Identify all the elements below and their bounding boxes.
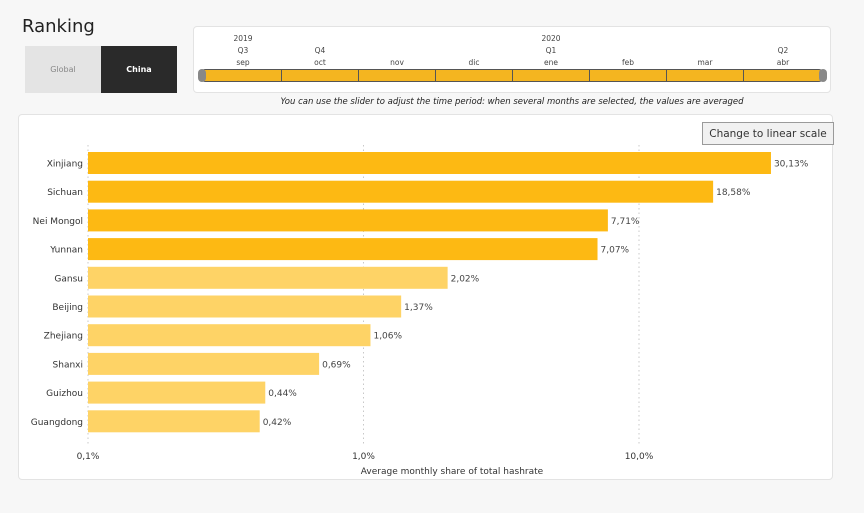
category-label: Gansu [54,274,83,284]
bar [88,381,266,404]
month-label: ene [544,58,558,67]
month-label: dic [468,58,480,67]
category-label: Beijing [52,303,83,313]
slider-handle-start[interactable] [198,69,206,82]
toggle-global-button[interactable]: Global [25,46,101,93]
month-label: feb [621,58,635,67]
bar [88,209,608,232]
month-label: abr [776,58,790,67]
segment-divider [589,70,590,81]
bar [88,410,260,433]
category-label: Zhejiang [44,332,83,342]
bar [88,180,714,203]
page-title: Ranking [22,16,95,37]
data-label: 7,07% [601,246,630,256]
month-label: nov [390,58,404,67]
segment-divider [281,70,282,81]
data-label: 7,71% [611,217,640,227]
bar [88,324,371,347]
slider-hint: You can use the slider to adjust the tim… [280,97,744,107]
segment-divider [358,70,359,81]
category-label: Shanxi [53,360,83,370]
month-label: sep [236,58,250,67]
category-label: Nei Mongol [33,217,83,227]
quarter-label: Q2 [777,46,789,55]
data-label: 1,37% [404,303,433,313]
slider-handle-end[interactable] [819,69,827,82]
toggle-china-button[interactable]: China [101,46,177,93]
month-label: mar [697,58,713,67]
data-label: 2,02% [451,274,480,284]
quarter-label: Q3 [237,46,249,55]
year-label: 2020 [541,34,561,43]
bar [88,152,771,174]
x-axis-title: Average monthly share of total hashrate [361,467,544,477]
category-label: Guizhou [46,389,83,399]
bar [88,352,320,375]
segment-divider [435,70,436,81]
x-tick-label: 10,0% [625,452,654,462]
segment-divider [743,70,744,81]
category-label: Yunnan [49,246,83,256]
quarter-label: Q4 [314,46,326,55]
data-label: 30,13% [774,160,809,170]
time-slider-panel[interactable]: 2019 2020 Q3 Q4 Q1 Q2 sep oct nov dic en… [193,26,831,93]
month-label: oct [314,58,326,67]
x-tick-label: 0,1% [77,452,100,462]
segment-divider [666,70,667,81]
category-label: Xinjiang [47,160,83,170]
segment-divider [512,70,513,81]
quarter-label: Q1 [545,46,557,55]
data-label: 1,06% [373,332,402,342]
category-label: Guangdong [31,418,83,428]
year-label: 2019 [233,34,253,43]
region-toggle[interactable]: Global China [25,46,177,93]
category-label: Sichuan [47,188,83,198]
data-label: 0,69% [322,360,351,370]
x-tick-label: 1,0% [352,452,375,462]
bar [88,238,598,261]
bar [88,295,402,318]
bar [88,266,448,289]
data-label: 0,42% [263,418,292,428]
change-scale-button[interactable]: Change to linear scale [702,122,834,145]
data-label: 0,44% [268,389,297,399]
data-label: 18,58% [716,188,751,198]
